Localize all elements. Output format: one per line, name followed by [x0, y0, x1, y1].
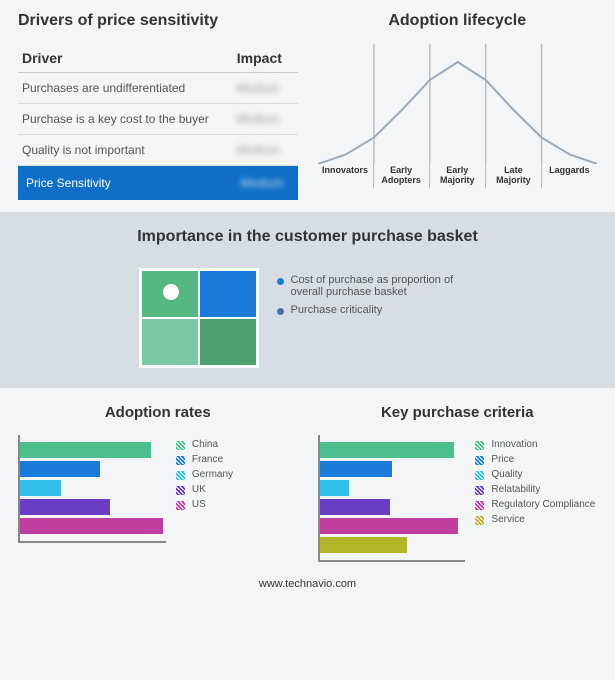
- legend-swatch: [176, 501, 185, 510]
- legend-swatch: [176, 486, 185, 495]
- criteria-panel: Key purchase criteria Innovation Price Qua…: [318, 404, 598, 562]
- legend-swatch: [475, 501, 484, 510]
- driver-impact: Medium: [233, 104, 298, 135]
- driver-row: Purchases are undifferentiated Medium: [18, 73, 298, 104]
- driver-label: Purchases are undifferentiated: [18, 73, 233, 104]
- quad-bl: [141, 318, 199, 366]
- drivers-table: Driver Impact Purchases are undifferenti…: [18, 44, 298, 200]
- driver-row: Purchase is a key cost to the buyer Medi…: [18, 104, 298, 135]
- adoption-body: China France Germany UK US: [18, 435, 298, 543]
- hbar: [320, 537, 408, 553]
- footer-text: www.technavio.com: [0, 572, 615, 604]
- lifecycle-labels: Innovators Early Adopters Early Majority…: [318, 164, 598, 188]
- hbar: [20, 480, 61, 496]
- hbar: [320, 442, 454, 458]
- lifecycle-chart: Innovators Early Adopters Early Majority…: [318, 44, 598, 204]
- importance-title: Importance in the customer purchase bask…: [18, 228, 597, 246]
- legend-swatch: [176, 456, 185, 465]
- top-row: Drivers of price sensitivity Driver Impa…: [0, 0, 615, 212]
- driver-label: Purchase is a key cost to the buyer: [18, 104, 233, 135]
- hbar: [20, 518, 163, 534]
- importance-legend: Cost of purchase as proportion of overal…: [277, 268, 477, 322]
- drivers-col-impact: Impact: [233, 44, 298, 73]
- hbar: [320, 499, 390, 515]
- legend-swatch: [176, 441, 185, 450]
- importance-panel: Importance in the customer purchase bask…: [0, 212, 615, 388]
- hbar: [20, 442, 151, 458]
- lifecycle-stage: Laggards: [541, 164, 597, 188]
- adoption-legend: China France Germany UK US: [176, 435, 298, 543]
- lifecycle-stage: Early Adopters: [373, 164, 429, 188]
- hbar-legend-item: Service: [475, 514, 597, 525]
- driver-summary-label: Price Sensitivity: [18, 166, 233, 201]
- legend-swatch: [475, 471, 484, 480]
- driver-label: Quality is not important: [18, 135, 233, 166]
- adoption-title: Adoption rates: [18, 404, 298, 421]
- lifecycle-title: Adoption lifecycle: [318, 12, 598, 30]
- lifecycle-panel: Adoption lifecycle Innovators Early Adop…: [318, 12, 598, 204]
- hbar-legend-item: Germany: [176, 469, 298, 480]
- hbar-legend-item: France: [176, 454, 298, 465]
- legend-swatch: [475, 441, 484, 450]
- driver-row: Quality is not important Medium: [18, 135, 298, 166]
- hbar: [20, 461, 100, 477]
- criteria-chart: [318, 435, 466, 562]
- lifecycle-svg: [318, 44, 598, 164]
- hbar-legend-item: Relatability: [475, 484, 597, 495]
- drivers-tbody: Purchases are undifferentiated Medium Pu…: [18, 73, 298, 201]
- quad-tr: [199, 270, 257, 318]
- importance-body: Cost of purchase as proportion of overal…: [139, 268, 477, 368]
- lifecycle-stage: Late Majority: [485, 164, 541, 188]
- hbar-legend-item: Regulatory Compliance: [475, 499, 597, 510]
- quad-br: [199, 318, 257, 366]
- bottom-row: Adoption rates China France Germany UK US Ke…: [0, 388, 615, 572]
- lifecycle-stage: Early Majority: [429, 164, 485, 188]
- criteria-title: Key purchase criteria: [318, 404, 598, 421]
- driver-summary-row: Price Sensitivity Medium: [18, 166, 298, 201]
- driver-impact: Medium: [233, 135, 298, 166]
- drivers-title: Drivers of price sensitivity: [18, 12, 298, 30]
- adoption-chart: [18, 435, 166, 543]
- legend-swatch: [176, 471, 185, 480]
- hbar: [320, 518, 459, 534]
- driver-summary-impact: Medium: [233, 166, 298, 201]
- drivers-panel: Drivers of price sensitivity Driver Impa…: [18, 12, 298, 204]
- criteria-legend: Innovation Price Quality Relatability Regula…: [475, 435, 597, 562]
- hbar-legend-item: UK: [176, 484, 298, 495]
- importance-legend-item: Purchase criticality: [277, 304, 477, 316]
- hbar-legend-item: Price: [475, 454, 597, 465]
- lifecycle-stage: Innovators: [318, 164, 373, 188]
- hbar-legend-item: China: [176, 439, 298, 450]
- legend-swatch: [475, 516, 484, 525]
- hbar-legend-item: Quality: [475, 469, 597, 480]
- adoption-panel: Adoption rates China France Germany UK US: [18, 404, 298, 562]
- hbar: [320, 461, 393, 477]
- importance-legend-item: Cost of purchase as proportion of overal…: [277, 274, 477, 298]
- hbar: [20, 499, 110, 515]
- hbar-legend-item: US: [176, 499, 298, 510]
- criteria-body: Innovation Price Quality Relatability Regula…: [318, 435, 598, 562]
- driver-impact: Medium: [233, 73, 298, 104]
- importance-marker: [163, 284, 179, 300]
- legend-swatch: [475, 456, 484, 465]
- legend-swatch: [475, 486, 484, 495]
- drivers-col-driver: Driver: [18, 44, 233, 73]
- importance-quadrant: [139, 268, 259, 368]
- hbar: [320, 480, 349, 496]
- hbar-legend-item: Innovation: [475, 439, 597, 450]
